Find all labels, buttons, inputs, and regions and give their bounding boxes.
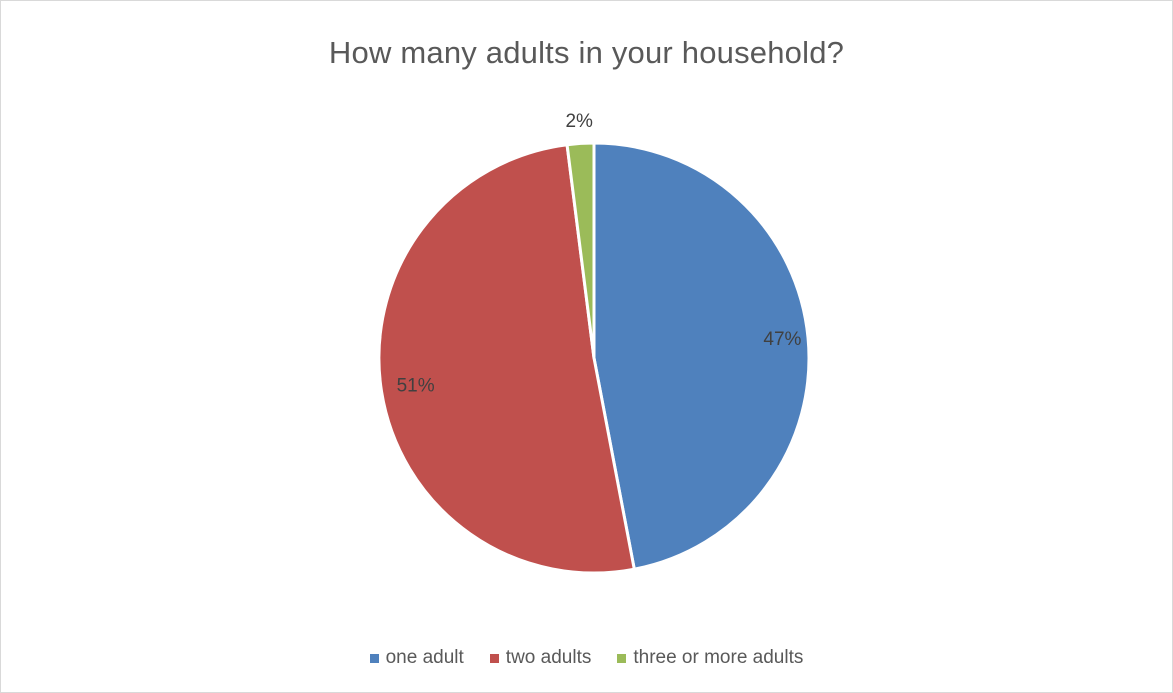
pie-slice-two-adults xyxy=(377,143,636,575)
data-label-two-adults: 51% xyxy=(397,375,435,396)
chart-title: How many adults in your household? xyxy=(328,35,845,70)
legend-label-one-adult: one adult xyxy=(385,647,464,668)
legend-item-one-adult: one adult xyxy=(369,647,464,669)
legend-swatch-two-adults xyxy=(489,653,499,663)
legend-swatch-one-adult xyxy=(369,653,379,663)
data-label-three-or-more-adults: 2% xyxy=(565,111,593,132)
pie-slice-three-or-more-adults xyxy=(565,141,596,360)
legend: one adult two adults three or more adult… xyxy=(1,647,1172,669)
pie-slice-one-adult xyxy=(592,141,811,571)
pie-slices xyxy=(377,141,811,575)
legend-item-three-or-more-adults: three or more adults xyxy=(617,647,803,669)
legend-swatch-three-or-more-adults xyxy=(617,653,627,663)
data-label-one-adult: 47% xyxy=(763,329,801,350)
legend-label-two-adults: two adults xyxy=(505,647,592,668)
legend-label-three-or-more-adults: three or more adults xyxy=(633,647,804,668)
legend-item-two-adults: two adults xyxy=(489,647,592,669)
pie-data-labels: 47% 51% 2% xyxy=(397,111,802,396)
